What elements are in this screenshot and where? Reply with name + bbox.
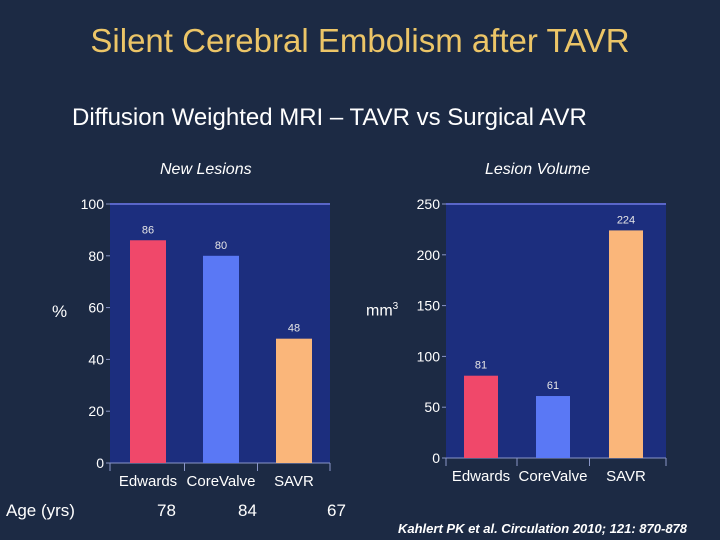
- lesion-volume-y-tick-label: 100: [417, 348, 441, 364]
- y-axis-unit: mm: [366, 302, 393, 320]
- citation: Kahlert PK et al. Circulation 2010; 121:…: [398, 521, 688, 536]
- new-lesions-category-label-edwards: Edwards: [119, 473, 177, 490]
- new-lesions-y-tick-label: 20: [88, 403, 104, 419]
- new-lesions-data-label-corevalve: 80: [215, 240, 227, 252]
- slide-title: Silent Cerebral Embolism after TAVR: [90, 22, 630, 59]
- lesion-volume-y-tick-label: 0: [432, 450, 440, 466]
- new-lesions-y-axis-label: %: [52, 302, 68, 321]
- new-lesions-bar-savr: [276, 338, 312, 463]
- lesion-volume-category-label-savr: SAVR: [606, 468, 646, 485]
- new-lesions-bar-edwards: [130, 240, 166, 463]
- lesion-volume-bar-savr: [609, 230, 643, 458]
- lesion-volume-data-label-corevalve: 61: [547, 380, 559, 392]
- lesion-volume-y-tick-label: 150: [417, 298, 441, 314]
- lesion-volume-y-tick-label: 200: [417, 247, 441, 263]
- lesion-volume-y-axis-label: mm3: [366, 301, 398, 320]
- lesion-volume-category-label-edwards: Edwards: [452, 468, 510, 485]
- new-lesions-y-tick-label: 40: [88, 351, 104, 367]
- lesion-volume-chart-title: Lesion Volume: [485, 161, 591, 178]
- lesion-volume-y-tick-label: 50: [424, 399, 440, 415]
- new-lesions-data-label-edwards: 86: [142, 224, 154, 236]
- age-value-edwards: 78: [157, 501, 176, 520]
- new-lesions-y-tick-label: 100: [81, 196, 105, 212]
- y-axis-unit-superscript: 3: [392, 301, 399, 312]
- new-lesions-chart-title: New Lesions: [160, 161, 252, 178]
- lesion-volume-bar-corevalve: [536, 396, 570, 458]
- new-lesions-y-tick-label: 60: [88, 300, 104, 316]
- lesion-volume-data-label-edwards: 81: [475, 360, 487, 372]
- lesion-volume-data-label-savr: 224: [617, 214, 635, 226]
- new-lesions-y-tick-label: 80: [88, 248, 104, 264]
- new-lesions-category-label-savr: SAVR: [274, 473, 314, 490]
- lesion-volume-y-tick-label: 250: [417, 196, 441, 212]
- lesion-volume-bar-edwards: [464, 375, 498, 458]
- age-value-corevalve: 84: [238, 501, 257, 520]
- new-lesions-chart: 0 20 40 60 80 100 86 Edwards 80 CoreValve 48 SAVR: [81, 196, 331, 490]
- new-lesions-category-label-corevalve: CoreValve: [187, 473, 256, 490]
- new-lesions-y-tick-label: 0: [96, 455, 104, 471]
- new-lesions-data-label-savr: 48: [288, 323, 300, 335]
- lesion-volume-chart: 0 50 100 150 200 250 81 Edwards 61 CoreValve 224 SA…: [417, 196, 667, 485]
- lesion-volume-category-label-corevalve: CoreValve: [519, 468, 588, 485]
- age-row-label: Age (yrs): [6, 501, 75, 520]
- new-lesions-bar-corevalve: [203, 255, 239, 463]
- age-value-savr: 67: [327, 501, 346, 520]
- slide-subtitle: Diffusion Weighted MRI – TAVR vs Surgica…: [72, 104, 587, 131]
